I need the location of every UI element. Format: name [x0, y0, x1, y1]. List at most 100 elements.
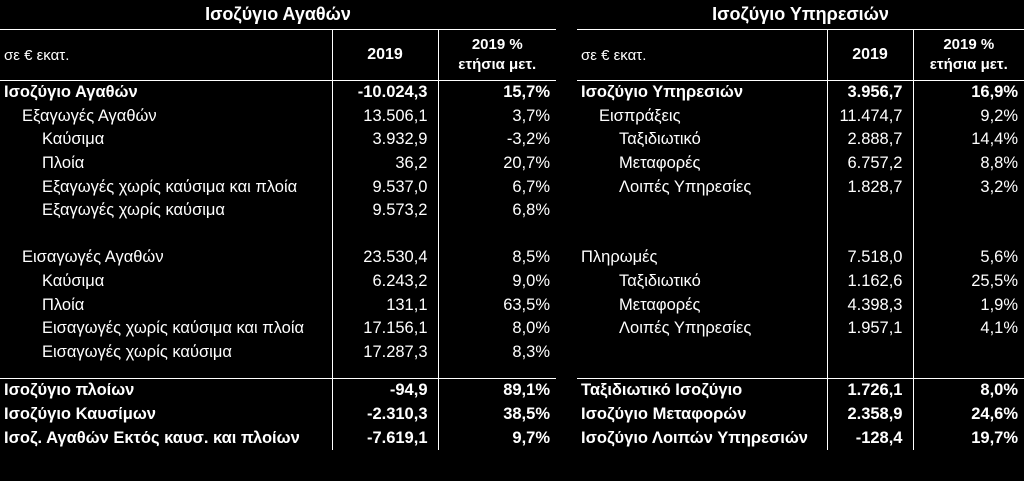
row-value: 23.530,4 [331, 246, 438, 270]
goods-change-header-line1: 2019 % [471, 36, 523, 53]
empty-cell [912, 340, 1024, 365]
row-label: Πλοία [42, 295, 85, 314]
table-row: Ταξιδιωτικό Ισοζύγιο 1.726,1 8,0% [577, 378, 1024, 403]
empty-cell [0, 364, 332, 379]
row-label: Εισπράξεις [599, 106, 681, 125]
empty-cell [437, 222, 556, 247]
row-change: 1,9% [912, 293, 1024, 317]
row-value: 6.757,2 [826, 151, 913, 176]
table-row: Λοιπές Υπηρεσίες 1.957,1 4,1% [577, 316, 1024, 341]
row-label: Ισοζύγιο Υπηρεσιών [581, 83, 744, 102]
goods-year-header: 2019 [331, 29, 438, 81]
table-row: Πλοία 131,1 63,5% [0, 293, 556, 317]
table-row: Ισοζύγιο Αγαθών -10.024,3 15,7% [0, 80, 556, 105]
table-row: Ταξιδιωτικό 2.888,7 14,4% [577, 128, 1024, 152]
empty-cell [577, 199, 827, 223]
row-label: Ισοζύγιο Μεταφορών [581, 405, 747, 424]
row-label: Ταξιδιωτικό [619, 272, 701, 291]
table-row: Εισαγωγές Αγαθών 23.530,4 8,5% [0, 246, 556, 270]
row-value: 2.358,9 [826, 402, 913, 427]
empty-cell [331, 364, 438, 379]
row-value: 1.828,7 [826, 175, 913, 199]
table-row: Λοιπές Υπηρεσίες 1.828,7 3,2% [577, 175, 1024, 199]
table-row: Μεταφορές 6.757,2 8,8% [577, 151, 1024, 176]
row-change: 3,2% [912, 175, 1024, 199]
row-value: 13.506,1 [331, 104, 438, 129]
goods-change-header-line2: ετήσια μετ. [458, 56, 537, 73]
empty-cell [912, 222, 1024, 247]
table-row: Εξαγωγές χωρίς καύσιμα 9.573,2 6,8% [0, 198, 556, 223]
empty-cell [912, 198, 1024, 223]
row-label: Ταξιδιωτικό Ισοζύγιο [577, 378, 827, 403]
goods-change-header: 2019 % ετήσια μετ. [437, 29, 556, 81]
empty-cell [912, 364, 1024, 379]
row-value: -7.619,1 [331, 426, 438, 450]
goods-balance-panel: Ισοζύγιο Αγαθών σε € εκατ. 2019 2019 % ε… [0, 0, 556, 450]
row-label: Ισοζύγιο Λοιπών Υπηρεσιών [581, 428, 808, 447]
row-label: Ισοζύγιο Καυσίμων [4, 405, 156, 424]
row-label: Καύσιμα [42, 272, 105, 291]
table-row: Ισοζύγιο πλοίων -94,9 89,1% [0, 378, 556, 403]
row-value: -128,4 [826, 426, 913, 450]
row-change: 16,9% [912, 80, 1024, 105]
empty-cell [826, 340, 913, 365]
row-label: Καύσιμα [42, 130, 105, 149]
row-value: 4.398,3 [826, 293, 913, 317]
row-change: 89,1% [437, 378, 556, 403]
row-label: Ταξιδιωτικό [619, 130, 701, 149]
services-balance-panel: Ισοζύγιο Υπηρεσιών σε € εκατ. 2019 2019 … [577, 0, 1024, 450]
row-value: 9.573,2 [331, 198, 438, 223]
row-change: 4,1% [912, 316, 1024, 341]
row-change: 9,7% [437, 426, 556, 450]
services-table-body: Ισοζύγιο Υπηρεσιών 3.956,7 16,9% Εισπράξεις… [577, 80, 1024, 450]
row-value: 3.956,7 [826, 80, 913, 105]
row-change: 25,5% [912, 269, 1024, 294]
row-value: 36,2 [331, 151, 438, 176]
row-label: Εξαγωγές χωρίς καύσιμα και πλοία [42, 177, 298, 196]
services-change-header: 2019 % ετήσια μετ. [912, 29, 1024, 81]
row-label: Μεταφορές [619, 154, 701, 173]
table-row: Ισοζύγιο Καυσίμων -2.310,3 38,5% [0, 402, 556, 427]
row-change: 20,7% [437, 151, 556, 176]
row-change: 8,5% [437, 246, 556, 270]
table-row [577, 364, 1024, 379]
empty-cell [826, 198, 913, 223]
services-balance-table: Ισοζύγιο Υπηρεσιών σε € εκατ. 2019 2019 … [577, 0, 1024, 450]
row-value: 9.537,0 [331, 175, 438, 199]
row-change: 9,0% [437, 269, 556, 294]
empty-cell [331, 222, 438, 247]
row-label: Εισαγωγές χωρίς καύσιμα και πλοία [42, 319, 305, 338]
row-value: 17.156,1 [331, 316, 438, 341]
table-row: Πληρωμές 7.518,0 5,6% [577, 246, 1024, 270]
empty-cell [577, 364, 827, 379]
services-change-header-line2: ετήσια μετ. [929, 56, 1008, 73]
row-change: 24,6% [912, 402, 1024, 427]
row-change: 5,6% [912, 246, 1024, 270]
table-row: Ταξιδιωτικό 1.162,6 25,5% [577, 269, 1024, 294]
row-change: 8,0% [437, 316, 556, 341]
table-row: Εισαγωγές χωρίς καύσιμα 17.287,3 8,3% [0, 340, 556, 365]
row-value: -10.024,3 [331, 80, 438, 105]
services-unit-label: σε € εκατ. [577, 29, 827, 81]
table-row: Εισαγωγές χωρίς καύσιμα και πλοία 17.156,… [0, 316, 556, 341]
services-year-header: 2019 [826, 29, 913, 81]
row-label: Ισοζύγιο πλοίων [0, 378, 332, 403]
goods-unit-label: σε € εκατ. [0, 29, 332, 81]
row-label: Πληρωμές [581, 248, 658, 267]
row-value: 2.888,7 [826, 128, 913, 152]
row-value: 1.162,6 [826, 269, 913, 294]
empty-cell [826, 222, 913, 247]
row-change: 6,8% [437, 198, 556, 223]
table-row: Ισοζ. Αγαθών Εκτός καυσ. και πλοίων -7.61… [0, 426, 556, 450]
row-change: 38,5% [437, 402, 556, 427]
table-row [0, 364, 556, 379]
table-row [577, 340, 1024, 365]
row-value: 7.518,0 [826, 246, 913, 270]
table-row [577, 198, 1024, 223]
row-label: Λοιπές Υπηρεσίες [619, 177, 752, 196]
empty-cell [826, 364, 913, 379]
row-label: Πλοία [42, 154, 85, 173]
goods-balance-table: Ισοζύγιο Αγαθών σε € εκατ. 2019 2019 % ε… [0, 0, 556, 450]
row-value: -94,9 [331, 378, 438, 403]
row-label: Εξαγωγές χωρίς καύσιμα [42, 201, 225, 220]
